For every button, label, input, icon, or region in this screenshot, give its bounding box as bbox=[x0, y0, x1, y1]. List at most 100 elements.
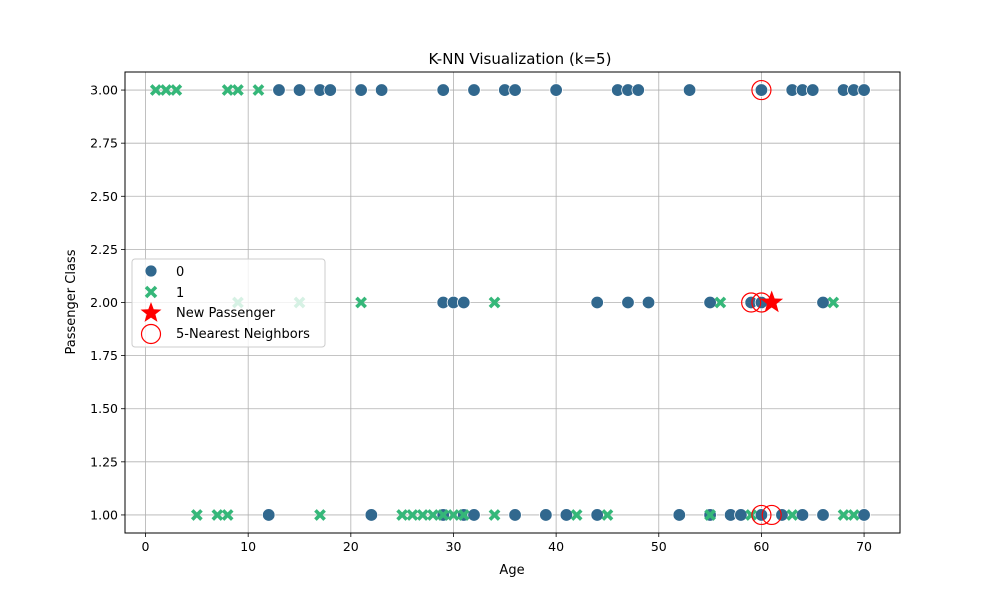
data-point-class-1 bbox=[488, 509, 501, 521]
data-point-class-0 bbox=[364, 508, 379, 522]
chart-title: K-NN Visualization (k=5) bbox=[429, 50, 612, 68]
data-point-class-0 bbox=[467, 508, 481, 522]
x-tick-label: 50 bbox=[651, 539, 667, 554]
neighbor-ring bbox=[741, 292, 762, 313]
legend-marker-neighbors bbox=[140, 323, 162, 345]
y-tick-label: 2.00 bbox=[90, 295, 118, 310]
data-point-class-1 bbox=[355, 296, 367, 309]
data-point-class-0 bbox=[754, 83, 769, 97]
y-tick-label: 1.75 bbox=[90, 348, 118, 363]
data-point-class-1 bbox=[406, 509, 419, 521]
data-point-class-1 bbox=[837, 509, 850, 521]
data-point-class-1 bbox=[252, 84, 265, 96]
data-point-class-0 bbox=[539, 508, 553, 522]
data-point-class-0 bbox=[806, 83, 820, 97]
y-tick-label: 2.50 bbox=[90, 189, 118, 204]
data-point-class-1 bbox=[211, 509, 224, 521]
data-point-class-1 bbox=[437, 509, 450, 521]
data-point-class-1 bbox=[827, 296, 840, 309]
plot-frame bbox=[124, 71, 901, 534]
data-point-class-1 bbox=[601, 509, 614, 521]
data-point-class-0 bbox=[590, 508, 604, 522]
legend: 0 1 New Passenger 5-Nearest Neighbors bbox=[131, 258, 326, 348]
data-point-class-0 bbox=[292, 83, 307, 97]
data-point-class-1 bbox=[160, 84, 172, 96]
data-point-class-0 bbox=[672, 508, 687, 522]
legend-label-neighbors: 5-Nearest Neighbors bbox=[176, 327, 310, 342]
data-point-class-0 bbox=[508, 83, 522, 97]
x-tick-label: 60 bbox=[753, 539, 769, 554]
y-tick-label: 2.75 bbox=[90, 136, 118, 151]
data-point-class-1 bbox=[427, 509, 439, 521]
data-point-class-1 bbox=[847, 509, 860, 521]
x-tick-label: 30 bbox=[446, 539, 462, 554]
x-tick-label: 70 bbox=[856, 539, 872, 554]
data-point-class-1 bbox=[190, 509, 203, 521]
data-point-class-1 bbox=[149, 84, 162, 96]
neighbor-ring bbox=[761, 504, 782, 526]
data-point-class-0 bbox=[703, 295, 717, 310]
data-point-class-0 bbox=[354, 83, 368, 97]
data-point-class-0 bbox=[436, 83, 450, 97]
legend-box bbox=[131, 258, 326, 348]
data-point-class-0 bbox=[857, 83, 871, 97]
data-point-class-0 bbox=[508, 508, 522, 522]
data-point-class-0 bbox=[621, 295, 635, 310]
data-point-class-1 bbox=[314, 509, 326, 521]
x-tick-label: 10 bbox=[240, 539, 256, 554]
data-point-class-1 bbox=[221, 509, 234, 521]
data-point-class-1 bbox=[488, 296, 501, 309]
neighbor-ring bbox=[751, 504, 772, 526]
y-axis-label: Passenger Class bbox=[64, 249, 79, 354]
data-point-class-0 bbox=[467, 83, 481, 97]
neighbor-ring bbox=[751, 79, 772, 101]
data-point-class-0 bbox=[590, 295, 604, 310]
data-point-class-0 bbox=[559, 508, 574, 522]
data-point-class-0 bbox=[857, 508, 871, 522]
legend-label-class-1: 1 bbox=[176, 286, 184, 301]
x-axis-label: Age bbox=[499, 563, 524, 578]
data-point-class-0 bbox=[775, 508, 789, 522]
legend-label-new-passenger: New Passenger bbox=[176, 306, 276, 321]
y-tick-label: 1.25 bbox=[90, 454, 118, 469]
data-point-class-1 bbox=[786, 509, 799, 521]
data-point-class-1 bbox=[447, 509, 460, 521]
data-point-class-0 bbox=[262, 508, 276, 522]
data-point-class-0 bbox=[272, 83, 286, 97]
data-point-class-0 bbox=[795, 508, 810, 522]
data-point-class-0 bbox=[549, 83, 563, 97]
data-point-class-0 bbox=[631, 83, 645, 97]
data-point-class-0 bbox=[816, 295, 830, 310]
data-point-class-1 bbox=[745, 509, 758, 521]
data-point-class-0 bbox=[816, 508, 830, 522]
legend-label-class-0: 0 bbox=[176, 265, 184, 280]
x-tick-label: 20 bbox=[343, 539, 359, 554]
data-point-class-0 bbox=[734, 508, 748, 522]
data-point-class-1 bbox=[232, 84, 244, 96]
y-tick-label: 2.25 bbox=[90, 242, 118, 257]
y-tick-label: 1.50 bbox=[90, 401, 118, 416]
data-point-class-0 bbox=[457, 295, 471, 310]
data-point-class-1 bbox=[221, 84, 234, 96]
data-point-class-1 bbox=[416, 509, 429, 521]
neighbor-ring bbox=[751, 292, 772, 313]
data-point-class-1 bbox=[714, 296, 727, 309]
y-tick-label: 3.00 bbox=[90, 83, 118, 98]
data-point-class-1 bbox=[570, 509, 583, 521]
data-point-class-0 bbox=[682, 83, 697, 97]
legend-marker-new-passenger bbox=[140, 302, 162, 322]
y-tick-label: 1.00 bbox=[90, 507, 118, 522]
new-passenger-marker bbox=[760, 290, 784, 313]
data-point-class-0 bbox=[323, 83, 337, 97]
data-point-class-0 bbox=[754, 508, 769, 522]
axis-ticks: 0 10 20 30 40 50 60 701.001.251.501.752.002.252… bbox=[90, 83, 872, 554]
x-tick-label: 0 bbox=[142, 539, 150, 554]
data-point-class-0 bbox=[641, 295, 656, 310]
x-tick-label: 40 bbox=[548, 539, 564, 554]
data-points bbox=[149, 79, 871, 526]
legend-marker-class-0 bbox=[144, 264, 158, 278]
data-point-class-1 bbox=[170, 84, 183, 96]
data-point-class-1 bbox=[457, 509, 470, 521]
data-point-class-1 bbox=[396, 509, 409, 521]
